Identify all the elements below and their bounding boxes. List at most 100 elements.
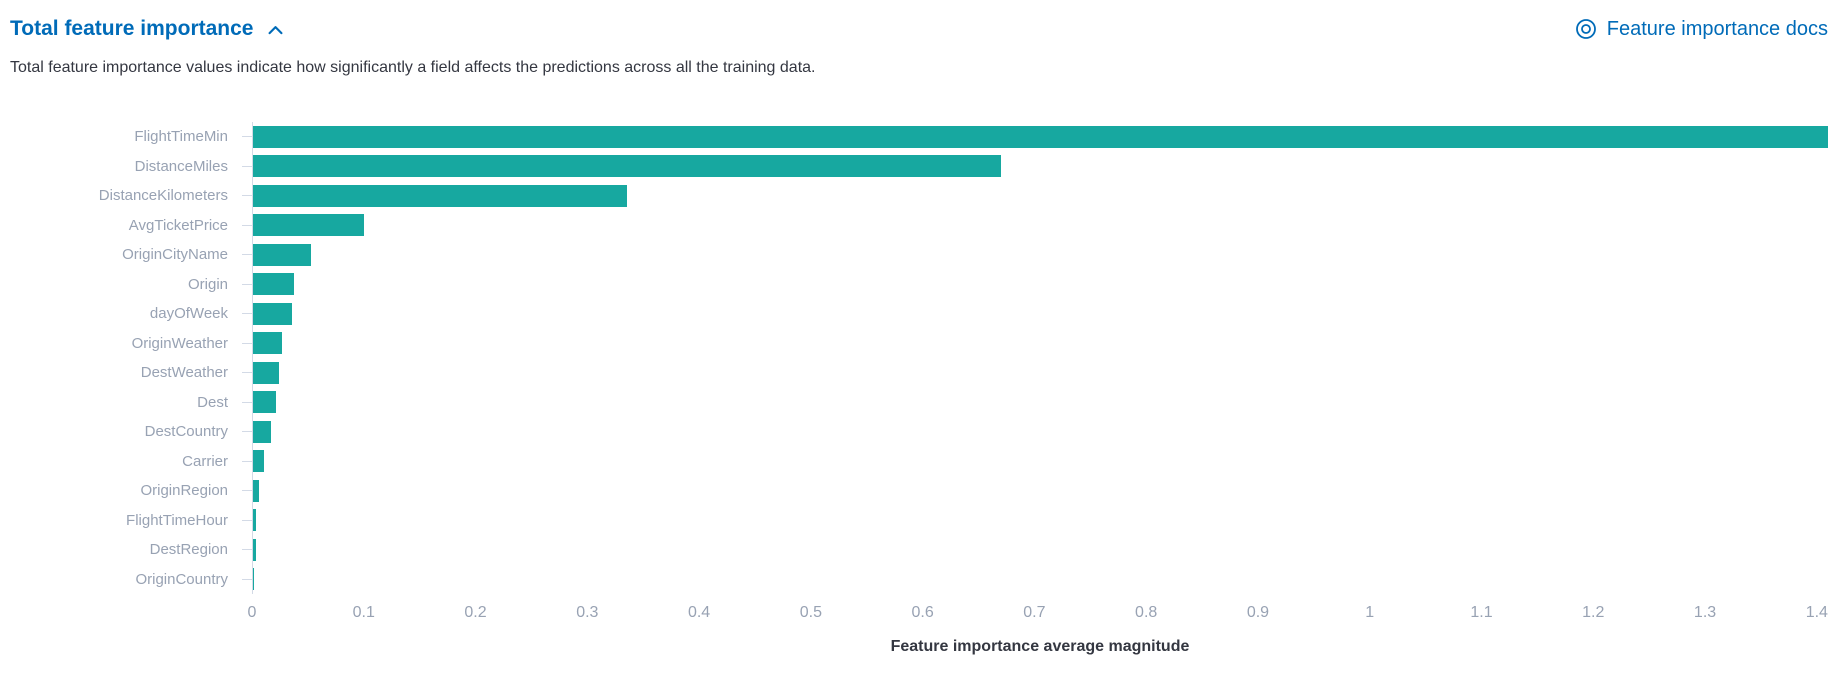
y-axis-label: AvgTicketPrice — [128, 216, 228, 234]
y-axis-label-row: DestCountry — [10, 417, 252, 447]
chevron-up-icon — [266, 21, 285, 40]
x-axis-tick-label: 0.5 — [799, 604, 822, 621]
x-axis-tick-label: 0.8 — [1135, 604, 1158, 621]
bar[interactable] — [253, 155, 1002, 178]
bar-row — [253, 240, 1828, 270]
total-feature-importance-accordion-toggle[interactable]: Total feature importance — [10, 17, 285, 41]
y-axis-label-row: Origin — [10, 270, 252, 300]
docs-link-label: Feature importance docs — [1606, 17, 1828, 40]
y-axis-label-row: Carrier — [10, 447, 252, 477]
y-axis-label: OriginRegion — [140, 482, 228, 500]
y-axis-label: DistanceKilometers — [98, 187, 228, 205]
x-axis-tick-label: 1.3 — [1693, 604, 1717, 621]
bar[interactable] — [253, 214, 364, 237]
y-axis-label-row: DestRegion — [10, 535, 252, 565]
y-axis-tick — [242, 460, 252, 462]
bar[interactable] — [253, 509, 257, 532]
bar[interactable] — [253, 125, 1828, 148]
y-axis-label: DestCountry — [144, 423, 228, 441]
y-axis-label-row: OriginCityName — [10, 240, 252, 270]
bar-row — [253, 476, 1828, 506]
x-axis-tick-label: 1 — [1365, 604, 1375, 621]
x-axis: 0 0.1 0.2 0.3 0.4 0.5 0.6 0.7 0.8 0.9 1 1.1 1.2 1.3 1.… — [248, 604, 1828, 626]
bar[interactable] — [253, 538, 256, 561]
bar[interactable] — [253, 391, 277, 414]
bar-row — [253, 211, 1828, 241]
y-axis-label-row: DestWeather — [10, 358, 252, 388]
y-axis-tick — [242, 490, 252, 492]
x-axis-tick-label: 0.9 — [1246, 604, 1270, 621]
bar-row — [253, 122, 1828, 152]
y-axis-tick — [242, 224, 252, 226]
y-axis-label: FlightTimeHour — [126, 511, 228, 529]
bar[interactable] — [253, 243, 312, 266]
y-axis: FlightTimeMin DistanceMiles DistanceKilome… — [10, 122, 252, 594]
bar-row — [253, 506, 1828, 536]
y-axis-label: Dest — [197, 393, 228, 411]
y-axis-label-row: Dest — [10, 388, 252, 418]
bar-row — [253, 181, 1828, 211]
bar[interactable] — [253, 332, 283, 355]
bar[interactable] — [253, 420, 271, 443]
y-axis-tick — [242, 313, 252, 315]
x-axis-tick-label: 1.2 — [1582, 604, 1605, 621]
y-axis-label-row: FlightTimeHour — [10, 506, 252, 536]
bar[interactable] — [253, 184, 628, 207]
bar-row — [253, 565, 1828, 595]
x-axis-tick-label: 0 — [247, 604, 257, 621]
bar[interactable] — [253, 361, 279, 384]
bar-row — [253, 388, 1828, 418]
bar-row — [253, 358, 1828, 388]
bar-row — [253, 299, 1828, 329]
x-axis-tick-label: 0.1 — [352, 604, 375, 621]
plot-area: FlightTimeMin DistanceMiles DistanceKilome… — [10, 122, 1828, 594]
bar-row — [253, 329, 1828, 359]
docs-icon — [1574, 17, 1598, 41]
panel-description: Total feature importance values indicate… — [10, 59, 816, 76]
y-axis-tick — [242, 254, 252, 256]
bar-row — [253, 270, 1828, 300]
y-axis-label-row: AvgTicketPrice — [10, 211, 252, 241]
y-axis-label-row: FlightTimeMin — [10, 122, 252, 152]
y-axis-tick — [242, 578, 252, 580]
y-axis-label: DestWeather — [140, 364, 228, 382]
feature-importance-chart: FlightTimeMin DistanceMiles DistanceKilome… — [10, 122, 1828, 656]
x-axis-tick-label: 1.4 — [1805, 604, 1828, 621]
panel-title: Total feature importance — [10, 17, 254, 40]
bar[interactable] — [253, 273, 295, 296]
feature-importance-docs-link[interactable]: Feature importance docs — [1574, 17, 1828, 41]
bar[interactable] — [253, 302, 293, 325]
y-axis-label-row: DistanceMiles — [10, 152, 252, 182]
y-axis-label-row: DistanceKilometers — [10, 181, 252, 211]
y-axis-tick — [242, 195, 252, 197]
bars-area — [252, 122, 1828, 594]
y-axis-label: DestRegion — [149, 541, 228, 559]
bar[interactable] — [253, 568, 254, 591]
panel-header: Total feature importance Feature importa… — [10, 12, 1828, 46]
bar-row — [253, 417, 1828, 447]
x-axis-tick-label: 1.1 — [1470, 604, 1493, 621]
y-axis-label: OriginCountry — [135, 570, 228, 588]
y-axis-tick — [242, 342, 252, 344]
y-axis-tick — [242, 283, 252, 285]
y-axis-label: Origin — [187, 275, 228, 293]
y-axis-tick — [242, 431, 252, 433]
y-axis-tick — [242, 549, 252, 551]
y-axis-tick — [242, 401, 252, 403]
y-axis-label-row: OriginRegion — [10, 476, 252, 506]
y-axis-label: FlightTimeMin — [134, 128, 228, 146]
bar[interactable] — [253, 479, 259, 502]
bar[interactable] — [253, 450, 265, 473]
x-axis-tick-label: 0.4 — [687, 604, 711, 621]
bar-row — [253, 152, 1828, 182]
bar-row — [253, 447, 1828, 477]
y-axis-tick — [242, 372, 252, 374]
y-axis-label: OriginWeather — [131, 334, 228, 352]
y-axis-label: Carrier — [182, 452, 228, 470]
x-axis-tick-label: 0.7 — [1023, 604, 1046, 621]
x-axis-title: Feature importance average magnitude — [890, 638, 1190, 655]
y-axis-label: dayOfWeek — [149, 305, 228, 323]
y-axis-tick — [242, 136, 252, 138]
bar-row — [253, 535, 1828, 565]
